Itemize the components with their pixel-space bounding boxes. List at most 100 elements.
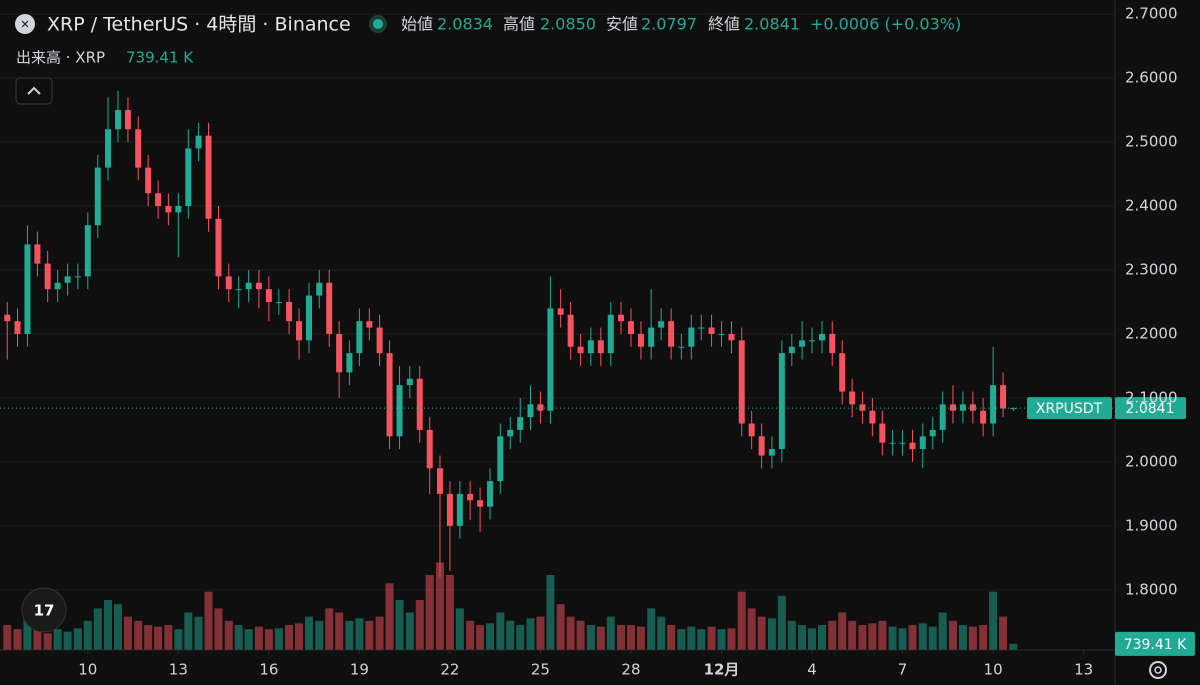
candle-body xyxy=(818,333,825,341)
candle-body xyxy=(265,289,272,302)
candle-body xyxy=(114,110,121,130)
volume-bar xyxy=(888,626,897,650)
settings-icon-center xyxy=(1154,666,1162,674)
volume-bar xyxy=(566,616,575,650)
x-tick-label: 28 xyxy=(621,661,640,679)
volume-bar xyxy=(968,626,977,650)
volume-bar xyxy=(787,620,796,650)
volume-bar xyxy=(53,629,62,650)
volume-bar xyxy=(466,620,475,650)
grid xyxy=(0,13,1115,591)
candle-body xyxy=(296,321,303,341)
candle-body xyxy=(467,493,474,501)
volume-bar xyxy=(405,612,414,650)
symbol-icon-glyph: ✕ xyxy=(20,18,29,31)
volume-bar xyxy=(697,629,706,650)
chart-title: XRP / TetherUS · 4時間 · Binance xyxy=(47,14,351,36)
volume-bar xyxy=(828,620,837,650)
volume-bar xyxy=(395,600,404,650)
candle-body xyxy=(537,404,544,411)
volume-bar xyxy=(1009,643,1018,650)
volume-bar xyxy=(194,616,203,650)
candle-body xyxy=(627,321,634,334)
candle-body xyxy=(758,436,765,456)
legend-value: 2.0797 xyxy=(641,15,697,34)
tv-logo[interactable] xyxy=(21,587,67,633)
y-tick-label: 2.4000 xyxy=(1125,197,1178,215)
volume-bar xyxy=(707,626,716,650)
volume-tag: 739.41 K xyxy=(1124,637,1187,653)
settings-icon[interactable] xyxy=(1149,661,1167,679)
candle-body xyxy=(799,340,806,347)
x-tick-label: 22 xyxy=(440,661,459,679)
volume-bar xyxy=(727,628,736,650)
volume-bar xyxy=(556,604,565,650)
candle-body xyxy=(909,442,916,450)
volume-legend-label: 出来高 · XRP xyxy=(16,49,105,67)
candle-body xyxy=(637,333,644,347)
status-dot xyxy=(373,19,383,29)
candle-body xyxy=(497,436,504,482)
x-tick-label: 10 xyxy=(984,661,1003,679)
volume-bar xyxy=(546,575,555,650)
volume-bar xyxy=(93,608,102,650)
x-tick-label: 25 xyxy=(531,661,550,679)
candle-body xyxy=(980,410,987,424)
volume-bar xyxy=(476,625,485,650)
candle-body xyxy=(607,314,614,354)
legend-value: 2.0834 xyxy=(437,15,493,34)
volume-bar xyxy=(345,620,354,650)
x-tick-label: 19 xyxy=(350,661,369,679)
volume-bar xyxy=(898,628,907,650)
volume-bar xyxy=(958,625,967,650)
volume-bar xyxy=(254,626,263,650)
volume-bar xyxy=(667,625,676,650)
y-tick-label: 2.5000 xyxy=(1125,133,1178,151)
volume-bar xyxy=(295,623,304,650)
volume-bar xyxy=(657,616,666,650)
volume-bar xyxy=(636,626,645,650)
volume-bar xyxy=(73,628,82,650)
x-tick-label: 12月 xyxy=(704,661,740,679)
volume-legend-value: 739.41 K xyxy=(126,49,194,67)
volume-bar xyxy=(928,626,937,650)
candle-body xyxy=(456,493,463,526)
candle-body xyxy=(507,429,514,437)
candle-body xyxy=(1010,408,1017,410)
volume-bar xyxy=(164,625,173,650)
volume-bar xyxy=(777,595,786,650)
volume-bar xyxy=(737,591,746,650)
candle-body xyxy=(316,282,323,296)
candle-body xyxy=(4,314,11,322)
volume-bar xyxy=(999,616,1008,650)
candle-body xyxy=(517,417,524,430)
price-tag: 2.0841 xyxy=(1126,401,1175,417)
candle-body xyxy=(366,321,373,328)
volume-bar xyxy=(83,620,92,650)
volume-bar xyxy=(285,625,294,650)
volume-bar xyxy=(33,625,42,650)
collapse-button[interactable] xyxy=(15,77,53,105)
candle-body xyxy=(849,391,856,405)
volume-bar xyxy=(134,620,143,650)
volume-tag-bg xyxy=(1115,631,1195,656)
volume-bar xyxy=(23,612,32,650)
candle-body xyxy=(718,333,725,335)
candle-body xyxy=(245,282,252,290)
x-tick-label: 16 xyxy=(259,661,278,679)
candle-body xyxy=(306,295,313,341)
volume-bar xyxy=(687,626,696,650)
volume-bar xyxy=(747,608,756,650)
candle-body xyxy=(990,385,997,424)
volume-bar xyxy=(3,625,12,650)
candle-body xyxy=(195,135,202,149)
candle-body xyxy=(124,110,131,130)
volume-bar xyxy=(717,629,726,650)
candle-body xyxy=(185,148,192,207)
candle-body xyxy=(939,404,946,430)
candle-body xyxy=(969,404,976,411)
candle-body xyxy=(899,442,906,444)
x-tick-label: 4 xyxy=(807,661,817,679)
overlay: XRPUSDT 2.0841 739.41 K xyxy=(0,397,1195,656)
